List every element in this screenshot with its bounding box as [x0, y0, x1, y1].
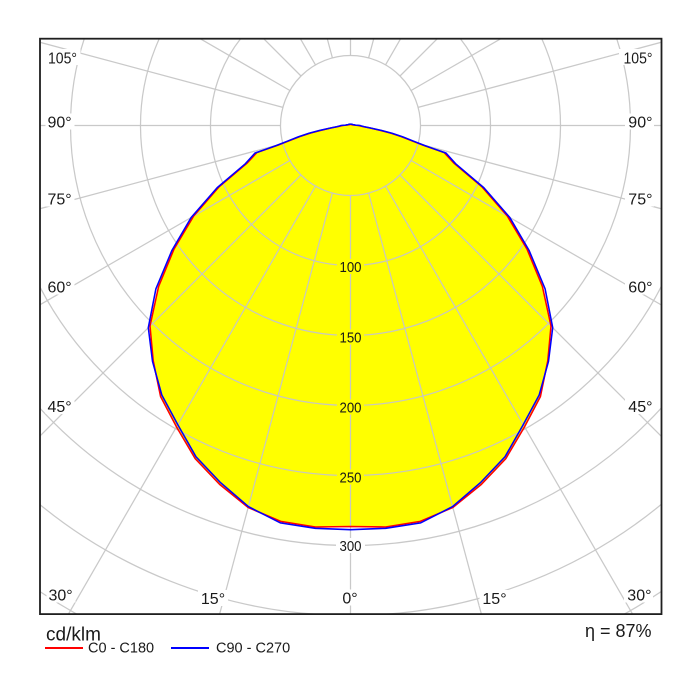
svg-text:30°: 30° [627, 587, 651, 604]
svg-text:105°: 105° [624, 50, 653, 67]
svg-text:C90 - C270: C90 - C270 [216, 641, 290, 657]
svg-text:100: 100 [340, 259, 362, 276]
svg-text:60°: 60° [628, 279, 652, 296]
svg-text:η = 87%: η = 87% [585, 621, 652, 641]
svg-text:75°: 75° [628, 191, 652, 208]
svg-text:250: 250 [340, 469, 362, 486]
svg-text:150: 150 [340, 329, 362, 346]
svg-text:30°: 30° [49, 587, 73, 604]
svg-text:60°: 60° [48, 279, 72, 296]
svg-text:15°: 15° [201, 591, 225, 608]
svg-text:45°: 45° [48, 399, 72, 416]
svg-text:cd/klm: cd/klm [46, 625, 101, 646]
svg-text:105°: 105° [48, 50, 77, 67]
svg-text:15°: 15° [482, 591, 506, 608]
svg-text:C0 - C180: C0 - C180 [88, 641, 154, 657]
svg-text:75°: 75° [48, 191, 72, 208]
svg-text:90°: 90° [628, 114, 652, 131]
svg-text:90°: 90° [48, 114, 72, 131]
svg-text:300: 300 [340, 538, 362, 555]
svg-text:200: 200 [340, 399, 362, 416]
svg-text:45°: 45° [628, 399, 652, 416]
svg-text:0°: 0° [342, 591, 357, 608]
